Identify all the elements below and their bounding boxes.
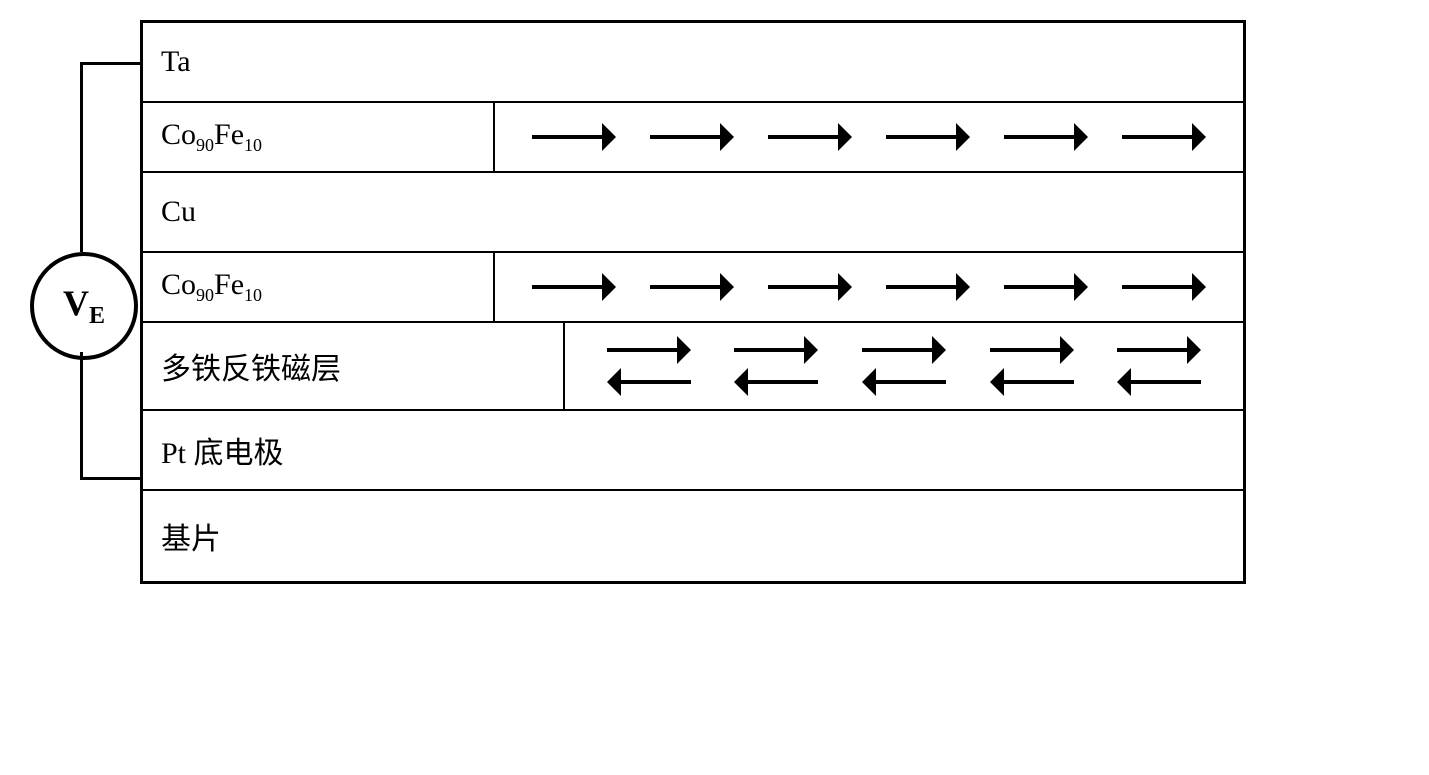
cofe-bottom-90: 90 bbox=[196, 285, 214, 305]
arrow-right-icon bbox=[768, 123, 852, 151]
arrow-right-icon bbox=[1122, 123, 1206, 151]
voltage-source: VE bbox=[20, 32, 140, 572]
arrow-right-icon bbox=[990, 336, 1074, 364]
voltage-label-main: V bbox=[63, 283, 89, 323]
layer-stack: Ta Co90Fe10 Cu Co90Fe10 多铁反铁磁层 bbox=[140, 20, 1246, 584]
arrow-right-icon bbox=[650, 273, 734, 301]
multiferroic-arrows-bottom bbox=[585, 368, 1223, 396]
arrow-left-icon bbox=[734, 368, 818, 396]
wire-bottom-horizontal bbox=[80, 477, 140, 480]
voltage-label-sub: E bbox=[89, 303, 105, 329]
layer-pt-electrode-label: Pt 底电极 bbox=[143, 428, 302, 472]
arrow-right-icon bbox=[886, 123, 970, 151]
cofe-top-arrows bbox=[495, 103, 1243, 171]
layer-cofe-top: Co90Fe10 bbox=[143, 103, 1243, 173]
cofe-top-co: Co bbox=[161, 118, 196, 151]
cofe-top-90: 90 bbox=[196, 135, 214, 155]
arrow-right-icon bbox=[1117, 336, 1201, 364]
wire-top-horizontal bbox=[80, 62, 140, 65]
voltage-source-label: VE bbox=[63, 282, 105, 330]
cofe-bottom-arrows bbox=[495, 253, 1243, 321]
layer-substrate: 基片 bbox=[143, 491, 1243, 581]
cofe-bottom-co: Co bbox=[161, 268, 196, 301]
arrow-right-icon bbox=[650, 123, 734, 151]
layer-ta: Ta bbox=[143, 23, 1243, 103]
layer-cu-label: Cu bbox=[143, 195, 214, 229]
cofe-bottom-10: 10 bbox=[244, 285, 262, 305]
cofe-top-10: 10 bbox=[244, 135, 262, 155]
cofe-top-fe: Fe bbox=[214, 118, 244, 151]
cofe-bottom-fe: Fe bbox=[214, 268, 244, 301]
arrow-left-icon bbox=[990, 368, 1074, 396]
arrow-left-icon bbox=[607, 368, 691, 396]
layer-ta-label: Ta bbox=[143, 45, 209, 79]
wire-bottom-vertical bbox=[80, 352, 83, 477]
arrow-left-icon bbox=[1117, 368, 1201, 396]
layer-cofe-top-label: Co90Fe10 bbox=[143, 118, 493, 156]
arrow-right-icon bbox=[1004, 273, 1088, 301]
wire-top-vertical bbox=[80, 62, 83, 252]
multiferroic-arrows bbox=[565, 323, 1243, 409]
layer-pt-electrode: Pt 底电极 bbox=[143, 411, 1243, 491]
layer-multiferroic-label: 多铁反铁磁层 bbox=[143, 344, 563, 388]
arrow-right-icon bbox=[734, 336, 818, 364]
arrow-right-icon bbox=[607, 336, 691, 364]
layer-cu: Cu bbox=[143, 173, 1243, 253]
arrow-right-icon bbox=[532, 273, 616, 301]
arrow-right-icon bbox=[1004, 123, 1088, 151]
arrow-right-icon bbox=[768, 273, 852, 301]
layer-cofe-bottom: Co90Fe10 bbox=[143, 253, 1243, 323]
arrow-left-icon bbox=[862, 368, 946, 396]
voltage-source-circle: VE bbox=[30, 252, 138, 360]
layer-substrate-label: 基片 bbox=[143, 514, 239, 558]
arrow-right-icon bbox=[886, 273, 970, 301]
multiferroic-arrows-top bbox=[585, 336, 1223, 364]
diagram-container: VE Ta Co90Fe10 Cu Co90Fe10 多铁反铁 bbox=[20, 20, 1409, 584]
layer-multiferroic: 多铁反铁磁层 bbox=[143, 323, 1243, 411]
layer-cofe-bottom-label: Co90Fe10 bbox=[143, 268, 493, 306]
arrow-right-icon bbox=[862, 336, 946, 364]
arrow-right-icon bbox=[1122, 273, 1206, 301]
arrow-right-icon bbox=[532, 123, 616, 151]
